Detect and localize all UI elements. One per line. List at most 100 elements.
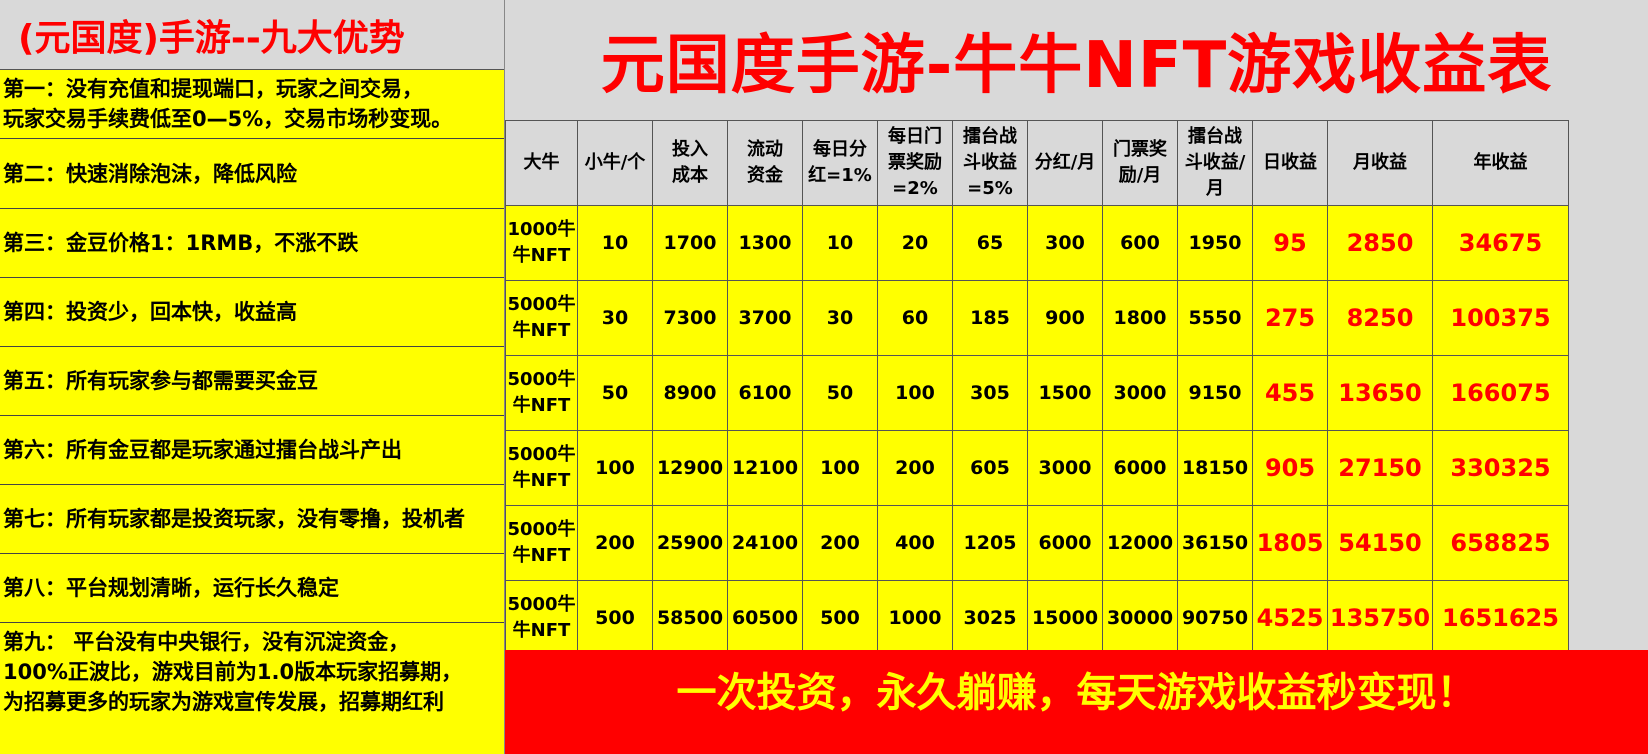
earnings-table: 大牛 小牛/个 投入 成本 流动 资金 每日分 红=1% 每日门 票奖励 =2%… — [505, 120, 1569, 656]
table-cell: 34675 — [1432, 205, 1569, 281]
header-cell: 年收益 — [1432, 120, 1569, 206]
table-cell: 100 — [802, 430, 878, 506]
table-cell: 135750 — [1327, 580, 1433, 656]
advantage-item-4: 第四：投资少，回本快，收益高 — [0, 278, 504, 347]
advantage-item-1: 第一：没有充值和提现端口，玩家之间交易， 玩家交易手续费低至0—5%，交易市场秒… — [0, 70, 504, 139]
table-cell: 4525 — [1252, 580, 1328, 656]
table-header-row: 大牛 小牛/个 投入 成本 流动 资金 每日分 红=1% 每日门 票奖励 =2%… — [505, 120, 1569, 206]
advantage-item-8: 第八：平台规划清晰，运行长久稳定 — [0, 554, 504, 623]
table-cell: 95 — [1252, 205, 1328, 281]
table-cell: 27150 — [1327, 430, 1433, 506]
table-cell: 305 — [952, 355, 1028, 431]
table-cell: 5000牛 牛NFT — [505, 430, 578, 506]
table-row: 5000牛 牛NFT 100 12900 12100 100 200 605 3000 6000… — [505, 430, 1569, 506]
table-cell: 25900 — [652, 505, 728, 581]
table-cell: 1700 — [652, 205, 728, 281]
table-cell: 905 — [1252, 430, 1328, 506]
advantage-item-3: 第三：金豆价格1：1RMB，不涨不跌 — [0, 209, 504, 278]
table-cell: 200 — [877, 430, 953, 506]
header-cell: 投入 成本 — [652, 120, 728, 206]
table-cell: 1651625 — [1432, 580, 1569, 656]
table-cell: 12000 — [1102, 505, 1178, 581]
table-cell: 9150 — [1177, 355, 1253, 431]
table-cell: 6000 — [1027, 505, 1103, 581]
table-cell: 400 — [877, 505, 953, 581]
table-cell: 12100 — [727, 430, 803, 506]
table-cell: 500 — [577, 580, 653, 656]
header-cell: 小牛/个 — [577, 120, 653, 206]
table-cell: 100 — [877, 355, 953, 431]
table-body: 1000牛 牛NFT 10 1700 1300 10 20 65 300 600 1950 95 28… — [505, 205, 1569, 656]
table-cell: 65 — [952, 205, 1028, 281]
table-cell: 600 — [1102, 205, 1178, 281]
table-cell: 3700 — [727, 280, 803, 356]
table-cell: 100375 — [1432, 280, 1569, 356]
table-cell: 24100 — [727, 505, 803, 581]
advantage-item-2: 第二：快速消除泡沫，降低风险 — [0, 139, 504, 209]
table-cell: 5000牛 牛NFT — [505, 280, 578, 356]
table-cell: 7300 — [652, 280, 728, 356]
advantage-item-6: 第六：所有金豆都是玩家通过擂台战斗产出 — [0, 416, 504, 485]
advantage-item-5: 第五：所有玩家参与都需要买金豆 — [0, 347, 504, 416]
table-cell: 90750 — [1177, 580, 1253, 656]
header-cell: 擂台战 斗收益 =5% — [952, 120, 1028, 206]
header-cell: 日收益 — [1252, 120, 1328, 206]
table-cell: 60 — [877, 280, 953, 356]
table-cell: 15000 — [1027, 580, 1103, 656]
table-cell: 3000 — [1027, 430, 1103, 506]
table-cell: 200 — [577, 505, 653, 581]
table-cell: 30 — [577, 280, 653, 356]
table-cell: 10 — [577, 205, 653, 281]
table-cell: 1000 — [877, 580, 953, 656]
table-cell: 658825 — [1432, 505, 1569, 581]
header-cell: 大牛 — [505, 120, 578, 206]
table-cell: 50 — [802, 355, 878, 431]
table-cell: 1805 — [1252, 505, 1328, 581]
table-cell: 30 — [802, 280, 878, 356]
table-cell: 8250 — [1327, 280, 1433, 356]
table-cell: 1500 — [1027, 355, 1103, 431]
table-cell: 166075 — [1432, 355, 1569, 431]
table-row: 5000牛 牛NFT 200 25900 24100 200 400 1205 6000 120… — [505, 505, 1569, 581]
table-cell: 58500 — [652, 580, 728, 656]
table-row: 5000牛 牛NFT 50 8900 6100 50 100 305 1500 3000 9150… — [505, 355, 1569, 431]
table-cell: 100 — [577, 430, 653, 506]
table-cell: 20 — [877, 205, 953, 281]
table-cell: 1300 — [727, 205, 803, 281]
header-cell: 每日分 红=1% — [802, 120, 878, 206]
table-cell: 455 — [1252, 355, 1328, 431]
table-cell: 36150 — [1177, 505, 1253, 581]
table-row: 5000牛 牛NFT 500 58500 60500 500 1000 3025 15000 3… — [505, 580, 1569, 656]
table-cell: 3000 — [1102, 355, 1178, 431]
table-cell: 500 — [802, 580, 878, 656]
table-cell: 6000 — [1102, 430, 1178, 506]
table-cell: 54150 — [1327, 505, 1433, 581]
table-cell: 60500 — [727, 580, 803, 656]
table-cell: 1205 — [952, 505, 1028, 581]
table-cell: 5000牛 牛NFT — [505, 580, 578, 656]
advantages-title: (元国度)手游--九大优势 — [0, 0, 504, 70]
header-cell: 流动 资金 — [727, 120, 803, 206]
table-cell: 200 — [802, 505, 878, 581]
earnings-sheet: 元国度手游-牛牛NFT游戏收益表 大牛 小牛/个 投入 成本 流动 资金 每日分… — [505, 0, 1648, 754]
table-cell: 1950 — [1177, 205, 1253, 281]
table-cell: 605 — [952, 430, 1028, 506]
table-cell: 8900 — [652, 355, 728, 431]
table-cell: 275 — [1252, 280, 1328, 356]
table-cell: 6100 — [727, 355, 803, 431]
table-cell: 5000牛 牛NFT — [505, 355, 578, 431]
header-cell: 擂台战 斗收益/ 月 — [1177, 120, 1253, 206]
header-cell: 门票奖 励/月 — [1102, 120, 1178, 206]
table-cell: 30000 — [1102, 580, 1178, 656]
advantage-item-9: 第九： 平台没有中央银行，没有沉淀资金， 100%正波比，游戏目前为1.0版本玩… — [3, 630, 463, 714]
sheet-title: 元国度手游-牛牛NFT游戏收益表 — [600, 29, 1553, 103]
table-cell: 13650 — [1327, 355, 1433, 431]
table-row: 5000牛 牛NFT 30 7300 3700 30 60 185 900 1800 5550 27… — [505, 280, 1569, 356]
advantage-item-7: 第七：所有玩家都是投资玩家，没有零撸，投机者 — [0, 485, 504, 554]
table-cell: 12900 — [652, 430, 728, 506]
table-cell: 3025 — [952, 580, 1028, 656]
table-cell: 18150 — [1177, 430, 1253, 506]
header-cell: 分红/月 — [1027, 120, 1103, 206]
table-cell: 300 — [1027, 205, 1103, 281]
table-cell: 330325 — [1432, 430, 1569, 506]
